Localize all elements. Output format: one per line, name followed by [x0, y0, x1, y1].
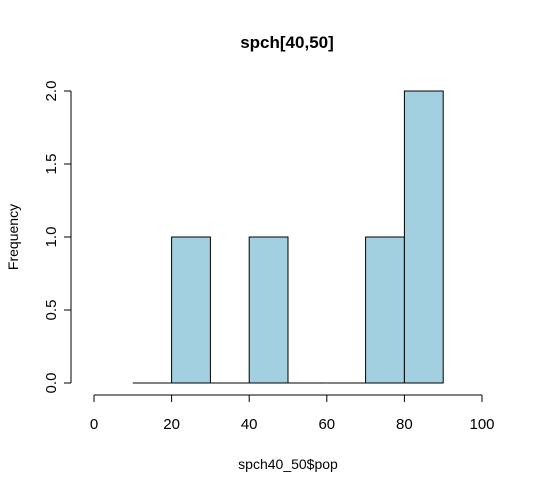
x-axis-label: spch40_50$pop [238, 456, 338, 472]
y-tick-label-0: 0.0 [43, 373, 60, 394]
x-tick-label-1: 20 [163, 416, 180, 433]
x-tick-label-5: 100 [469, 416, 494, 433]
y-axis-label: Frequency [5, 204, 21, 270]
y-tick-label-1: 0.5 [43, 300, 60, 321]
x-tick-label-0: 0 [90, 416, 98, 433]
x-axis: 0 20 40 60 80 100 [90, 394, 495, 433]
y-axis: 0.0 0.5 1.0 1.5 2.0 [43, 81, 72, 394]
chart-title: spch[40,50] [240, 33, 334, 52]
bars-group [132, 90, 444, 384]
y-tick-label-3: 1.5 [43, 154, 60, 175]
histogram-bar-1 [171, 236, 211, 384]
x-tick-label-2: 40 [241, 416, 258, 433]
y-tick-label-4: 2.0 [43, 81, 60, 102]
histogram-bar-6 [365, 236, 405, 384]
y-tick-label-2: 1.0 [43, 227, 60, 248]
histogram-bar-7 [403, 90, 444, 384]
histogram-bar-3 [248, 236, 289, 384]
x-tick-label-4: 80 [396, 416, 413, 433]
x-tick-label-3: 60 [318, 416, 335, 433]
